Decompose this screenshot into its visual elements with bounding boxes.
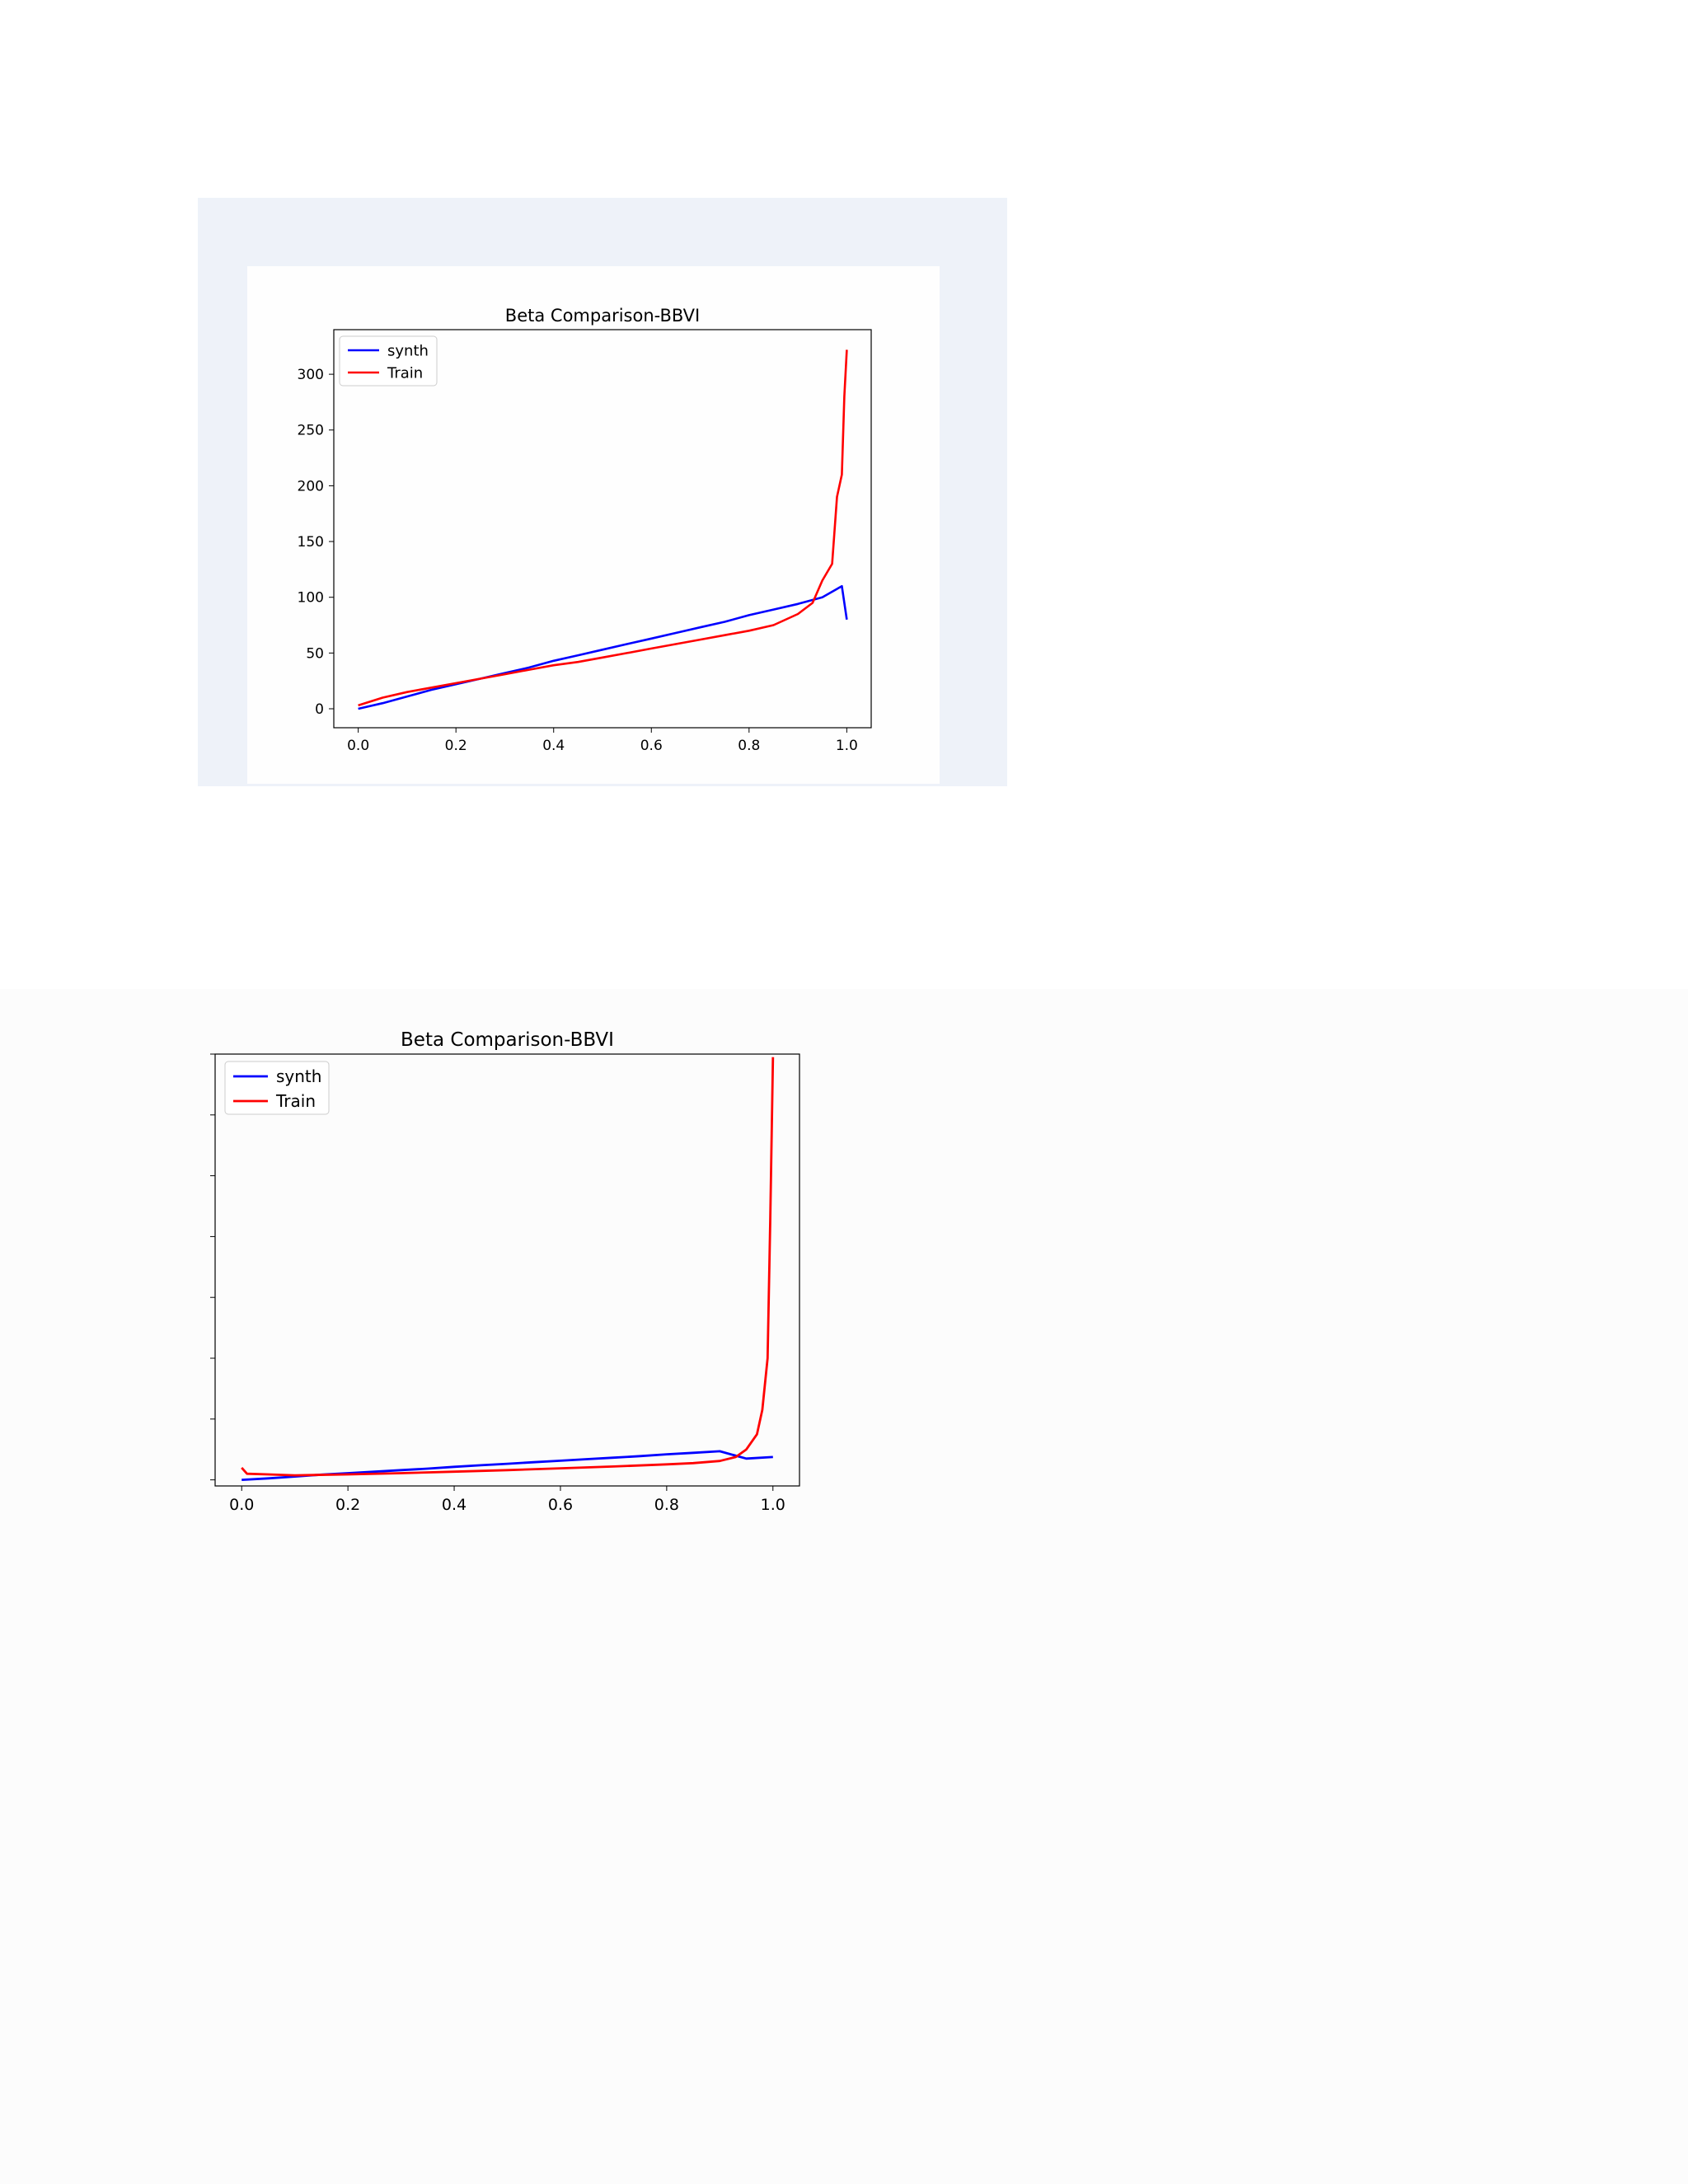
x-tick-label: 1.0 [761,1496,785,1514]
x-tick-label: 0.0 [347,738,369,754]
legend-label-synth: synth [276,1066,321,1086]
series-line-train [358,349,848,707]
lower-figure-panel [0,989,1688,2184]
legend-label-train: Train [387,364,423,382]
x-tick-label: 0.2 [445,738,467,754]
legend-label-synth: synth [387,342,429,359]
chart-bottom: Beta Comparison-BBVI 0.0 0.2 0.4 0.6 0.8 1.0 sy… [210,1029,800,1514]
x-tick-label: 0.8 [738,738,760,754]
y-tick-label: 300 [298,367,324,383]
y-tick-label: 100 [298,590,324,607]
x-tick-label: 0.0 [229,1496,254,1514]
chart-title: Beta Comparison-BBVI [505,306,700,326]
chart-top: Beta Comparison-BBVI 0.0 0.2 0.4 0.6 0.8 1.0 0 5… [298,306,872,754]
x-tick-label: 0.4 [442,1496,467,1514]
y-tick-label: 50 [306,645,324,662]
series-line-synth [358,584,848,710]
x-tick-label: 0.4 [542,738,565,754]
x-tick-label: 0.2 [335,1496,360,1514]
x-tick-label: 1.0 [836,738,858,754]
y-tick-label: 150 [298,534,324,551]
x-tick-label: 0.6 [640,738,663,754]
y-tick-label: 200 [298,478,324,494]
plot-frame [333,329,872,729]
y-tick-label: 250 [298,423,324,439]
x-tick-label: 0.6 [548,1496,573,1514]
x-tick-label: 0.8 [654,1496,679,1514]
legend-label-train: Train [275,1091,316,1111]
series-line-train [241,1057,775,1477]
y-tick-label: 0 [315,701,324,718]
chart-title: Beta Comparison-BBVI [401,1029,614,1051]
plot-frame [214,1053,800,1487]
